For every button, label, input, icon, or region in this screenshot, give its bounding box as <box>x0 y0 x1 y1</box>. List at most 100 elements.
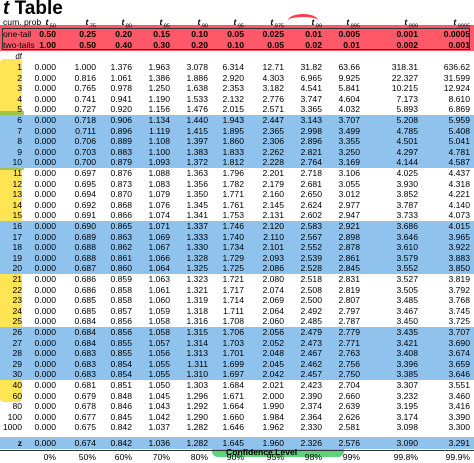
df-value: 24 <box>12 305 22 316</box>
t-symbol: t <box>197 17 201 27</box>
table-cell: 2.819 <box>338 284 360 295</box>
two-tails-value: 0.30 <box>153 40 170 50</box>
table-cell: 1.057 <box>148 337 170 348</box>
table-cell: 4.781 <box>448 146 470 157</box>
table-cell: 3.416 <box>448 401 470 412</box>
table-cell: 1.314 <box>186 337 208 348</box>
table-cell: 2.374 <box>300 401 322 412</box>
df-value: 1000 <box>2 422 22 433</box>
table-cell: 2.423 <box>300 380 322 390</box>
t-symbol: t <box>346 17 350 27</box>
table-cell: 1.356 <box>186 178 208 189</box>
table-cell: 1.671 <box>222 390 244 401</box>
table-cell: 1.860 <box>222 136 244 147</box>
table-cell: 2.479 <box>300 327 322 337</box>
table-cell: 1.699 <box>222 358 244 369</box>
t-symbol: t <box>270 17 274 27</box>
table-cell: 3.707 <box>338 115 360 125</box>
table-cell: 2.457 <box>300 369 322 380</box>
table-cell: 0.684 <box>74 327 96 337</box>
table-row: 60 0.000 0.679 0.848 1.045 1.296 1.671 2.000 2.3… <box>0 391 474 402</box>
df-value: 80 <box>12 401 22 412</box>
table-cell: 0.677 <box>74 411 96 422</box>
table-cell: 0.694 <box>74 189 96 200</box>
table-cell: 1.533 <box>186 93 208 104</box>
table-cell: 3.195 <box>396 401 418 412</box>
z-label: z <box>17 438 22 448</box>
confidence-value: 95% <box>266 452 284 462</box>
table-cell: 1.796 <box>222 168 244 178</box>
table-cell: 1.697 <box>222 369 244 380</box>
table-row: 22 0.000 0.686 0.858 1.061 1.321 1.717 2.074 2.5… <box>0 285 474 296</box>
table-cell: 2.567 <box>300 231 322 242</box>
table-cell: 0.876 <box>110 168 132 178</box>
table-cell: 1.386 <box>148 72 170 83</box>
table-cell: 0.000 <box>34 295 56 306</box>
table-cell: 1.333 <box>186 231 208 242</box>
table-row: 24 0.000 0.685 0.857 1.059 1.318 1.711 2.064 2.4… <box>0 306 474 317</box>
table-cell: 3.365 <box>300 104 322 115</box>
table-row: 4 0.000 0.741 0.941 1.190 1.533 2.132 2.776 3.74… <box>0 94 474 105</box>
table-cell: 1.055 <box>148 369 170 380</box>
table-row: 40 0.000 0.681 0.851 1.050 1.303 1.684 2.021 2.4… <box>0 380 474 391</box>
df-value: 28 <box>12 348 22 359</box>
table-cell: 1.363 <box>186 168 208 178</box>
table-cell: 1.043 <box>148 401 170 412</box>
table-cell: 2.845 <box>338 263 360 274</box>
z-value: 3.291 <box>448 438 470 448</box>
t-symbol: t <box>159 17 163 27</box>
table-cell: 0.920 <box>110 104 132 115</box>
cum-prob-header-cell: t.90 <box>168 17 208 32</box>
table-cell: 0.695 <box>74 178 96 189</box>
table-cell: 0.000 <box>34 327 56 337</box>
table-cell: 1.703 <box>222 337 244 348</box>
table-cell: 2.977 <box>338 199 360 210</box>
table-cell: 0.000 <box>34 178 56 189</box>
table-cell: 1.725 <box>222 263 244 274</box>
table-cell: 2.132 <box>222 93 244 104</box>
table-cell: 2.467 <box>300 348 322 359</box>
table-cell: 5.408 <box>448 125 470 136</box>
table-cell: 0.906 <box>110 115 132 125</box>
table-cell: 2.821 <box>300 146 322 157</box>
table-cell: 3.646 <box>448 369 470 380</box>
table-cell: 3.686 <box>396 221 418 231</box>
table-cell: 3.527 <box>396 274 418 284</box>
z-value: 0.674 <box>74 438 96 448</box>
table-cell: 1.250 <box>148 83 170 94</box>
table-cell: 3.852 <box>396 189 418 200</box>
table-cell: 0.870 <box>110 189 132 200</box>
t-symbol: t <box>233 17 237 27</box>
table-cell: 1.296 <box>186 390 208 401</box>
table-cell: 2.473 <box>300 337 322 348</box>
confidence-value: 98% <box>304 452 322 462</box>
t-symbol: t <box>45 17 49 27</box>
table-cell: 318.31 <box>391 62 418 72</box>
table-cell: 0.846 <box>110 401 132 412</box>
confidence-row: 0% 50% 60% 70% 80% 90% 95% 98% 99% 99.8% 99.9% <box>0 452 474 463</box>
table-cell: 7.173 <box>396 93 418 104</box>
table-cell: 2.602 <box>300 210 322 221</box>
table-cell: 5.959 <box>448 115 470 125</box>
table-row: 30 0.000 0.683 0.854 1.055 1.310 1.697 2.042 2.4… <box>0 369 474 380</box>
table-cell: 1.684 <box>222 380 244 390</box>
table-cell: 2.074 <box>262 284 284 295</box>
table-cell: 1.318 <box>186 305 208 316</box>
table-cell: 0.703 <box>74 146 96 157</box>
df-value: 25 <box>12 316 22 327</box>
df-value: 13 <box>12 189 22 200</box>
table-cell: 6.965 <box>300 72 322 83</box>
table-cell: 0.684 <box>74 337 96 348</box>
table-cell: 2.262 <box>262 146 284 157</box>
table-cell: 2.179 <box>262 178 284 189</box>
table-row: 80 0.000 0.678 0.846 1.043 1.292 1.664 1.990 2.3… <box>0 401 474 412</box>
table-cell: 3.485 <box>396 295 418 306</box>
cum-prob-header-cell: t.999 <box>378 17 418 32</box>
table-cell: 0.000 <box>34 348 56 359</box>
table-cell: 0.883 <box>110 146 132 157</box>
table-cell: 2.831 <box>338 274 360 284</box>
table-cell: 1.076 <box>148 199 170 210</box>
red-highlight <box>0 25 474 51</box>
table-cell: 4.318 <box>448 178 470 189</box>
t-symbol: t <box>404 17 408 27</box>
